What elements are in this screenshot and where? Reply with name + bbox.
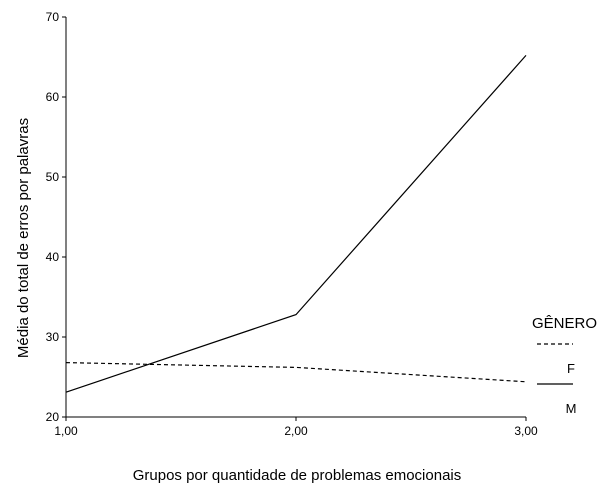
y-tick-label: 50	[46, 170, 60, 184]
x-tick-label: 2,00	[284, 424, 308, 438]
y-tick-label: 20	[46, 410, 60, 424]
y-axis: 20 30 40 50 60 70	[46, 10, 67, 424]
legend: GÊNERO F M	[532, 315, 597, 416]
y-tick-label: 70	[46, 10, 60, 24]
x-tick-label: 3,00	[514, 424, 538, 438]
series-line-m	[65, 55, 527, 393]
legend-title: GÊNERO	[532, 315, 597, 332]
y-tick-label: 40	[46, 250, 60, 264]
legend-label-m: M	[566, 401, 577, 416]
y-tick-label: 30	[46, 330, 60, 344]
x-tick-label: 1,00	[54, 424, 78, 438]
x-axis-label: Grupos por quantidade de problemas emoci…	[133, 467, 462, 484]
legend-label-f: F	[567, 361, 575, 376]
y-tick-label: 60	[46, 90, 60, 104]
x-axis: 1,00 2,00 3,00	[54, 416, 538, 438]
series-line-f	[65, 362, 527, 383]
y-axis-label: Média do total de erros por palavras	[15, 118, 32, 358]
series-lines	[65, 55, 527, 393]
